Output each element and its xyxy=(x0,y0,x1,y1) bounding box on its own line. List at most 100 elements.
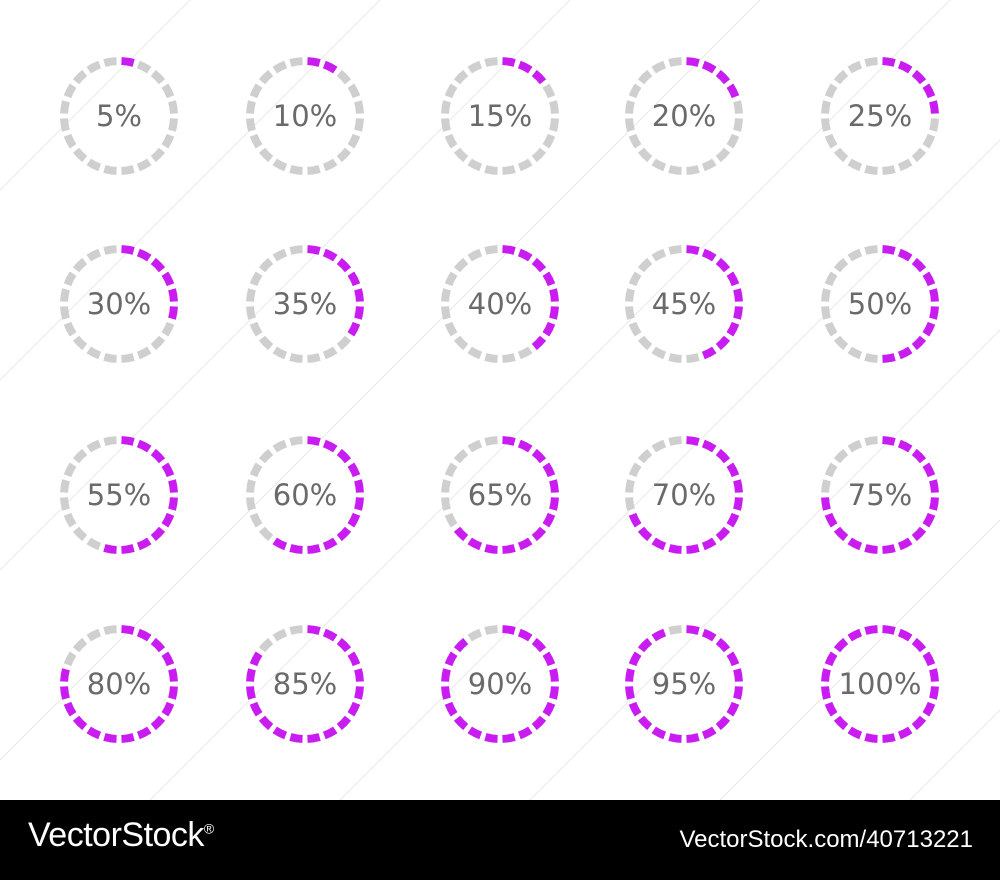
ring-segment-filled xyxy=(347,512,361,528)
ring-segment-filled xyxy=(733,668,743,682)
ring-segment-empty xyxy=(86,628,102,642)
ring-segment-empty xyxy=(668,436,682,446)
ring-segment-empty xyxy=(668,625,682,635)
ring-segment-empty xyxy=(549,118,559,132)
ring-segment-filled xyxy=(929,100,939,114)
ring-segment-filled xyxy=(549,686,559,700)
ring-segment-empty xyxy=(733,100,743,114)
ring-segment-filled xyxy=(86,726,102,740)
ring-segment-filled xyxy=(628,651,642,667)
ring-segment-empty xyxy=(847,60,863,74)
ring-segment-filled xyxy=(929,288,939,302)
ring-segment-empty xyxy=(322,346,338,360)
ring-segment-empty xyxy=(258,335,274,351)
ring-segment-empty xyxy=(625,306,635,320)
ring-segment-empty xyxy=(136,158,152,172)
ring-segment-filled xyxy=(549,497,559,511)
ring-segment-empty xyxy=(103,625,117,635)
ring-segment-empty xyxy=(103,165,117,175)
ring-segment-empty xyxy=(821,479,831,493)
ring-segment-filled xyxy=(517,60,533,74)
ring-segment-filled xyxy=(549,668,559,682)
ring-segment-empty xyxy=(246,288,256,302)
ring-segment-filled xyxy=(444,701,458,717)
ring-segment-empty xyxy=(72,526,88,542)
progress-ring-label: 5% xyxy=(95,99,142,133)
ring-segment-empty xyxy=(444,133,458,149)
ring-segment-empty xyxy=(103,57,117,67)
progress-ring-svg xyxy=(246,245,364,363)
ring-segment-filled xyxy=(833,526,849,542)
ring-segment-empty xyxy=(272,628,288,642)
ring-segment-filled xyxy=(168,497,178,511)
ring-segment-empty xyxy=(86,346,102,360)
ring-segment-filled xyxy=(150,715,166,731)
ring-segment-filled xyxy=(733,479,743,493)
image-id-text: VectorStock.com/40713221 xyxy=(679,826,973,853)
ring-segment-filled xyxy=(549,479,559,493)
ring-segment-filled xyxy=(168,479,178,493)
ring-segment-filled xyxy=(121,625,135,635)
progress-ring-label: 80% xyxy=(86,667,152,701)
ring-segment-filled xyxy=(272,726,288,740)
ring-segment-filled xyxy=(322,726,338,740)
ring-segment-filled xyxy=(911,448,927,464)
ring-segment-filled xyxy=(150,526,166,542)
ring-segment-empty xyxy=(444,462,458,478)
ring-segment-empty xyxy=(272,60,288,74)
ring-segment-filled xyxy=(444,651,458,667)
ring-segment-empty xyxy=(289,165,303,175)
ring-segment-filled xyxy=(922,512,936,528)
progress-ring: 85% xyxy=(240,619,370,749)
ring-segment-empty xyxy=(86,248,102,262)
ring-segment-empty xyxy=(272,248,288,262)
ring-segment-empty xyxy=(249,271,263,287)
ring-segment-filled xyxy=(161,701,175,717)
ring-segment-filled xyxy=(897,248,913,262)
ring-segment-filled xyxy=(897,439,913,453)
ring-segment-filled xyxy=(726,462,740,478)
ring-segment-filled xyxy=(637,715,653,731)
ring-segment-filled xyxy=(347,701,361,717)
ring-segment-empty xyxy=(821,306,831,320)
ring-segment-empty xyxy=(922,133,936,149)
progress-ring-label: 85% xyxy=(272,667,338,701)
ring-segment-filled xyxy=(922,83,936,99)
ring-segment-empty xyxy=(289,436,303,446)
ring-segment-empty xyxy=(637,335,653,351)
ring-segment-empty xyxy=(246,306,256,320)
ring-segment-empty xyxy=(625,497,635,511)
ring-segment-filled xyxy=(733,497,743,511)
ring-segment-empty xyxy=(517,158,533,172)
brand-registered-mark: ® xyxy=(203,820,214,837)
progress-ring: 65% xyxy=(435,430,565,560)
ring-segment-filled xyxy=(833,715,849,731)
ring-segment-filled xyxy=(121,57,135,67)
ring-segment-filled xyxy=(121,245,135,255)
ring-segment-empty xyxy=(847,439,863,453)
ring-segment-filled xyxy=(136,726,152,740)
ring-segment-empty xyxy=(103,245,117,255)
ring-segment-filled xyxy=(246,686,256,700)
progress-ring: 20% xyxy=(619,51,749,181)
ring-segment-empty xyxy=(484,353,498,363)
ring-segment-empty xyxy=(484,436,498,446)
ring-segment-empty xyxy=(136,346,152,360)
ring-segment-empty xyxy=(246,497,256,511)
ring-segment-empty xyxy=(161,321,175,337)
ring-segment-empty xyxy=(824,271,838,287)
ring-segment-filled xyxy=(542,271,556,287)
ring-segment-filled xyxy=(715,715,731,731)
gauge-sheet: 5% 10% 15% 20% 25% 30% 35% 40% 45% 50% 55% 60% 65% 70… xyxy=(0,0,1000,800)
ring-segment-filled xyxy=(715,257,731,273)
progress-ring-label: 100% xyxy=(838,667,922,701)
ring-segment-empty xyxy=(628,133,642,149)
ring-segment-filled xyxy=(882,245,896,255)
progress-ring-svg xyxy=(441,625,559,743)
ring-segment-empty xyxy=(628,271,642,287)
ring-segment-empty xyxy=(289,57,303,67)
ring-segment-empty xyxy=(847,158,863,172)
ring-segment-filled xyxy=(824,512,838,528)
ring-segment-filled xyxy=(161,271,175,287)
ring-segment-filled xyxy=(517,537,533,551)
